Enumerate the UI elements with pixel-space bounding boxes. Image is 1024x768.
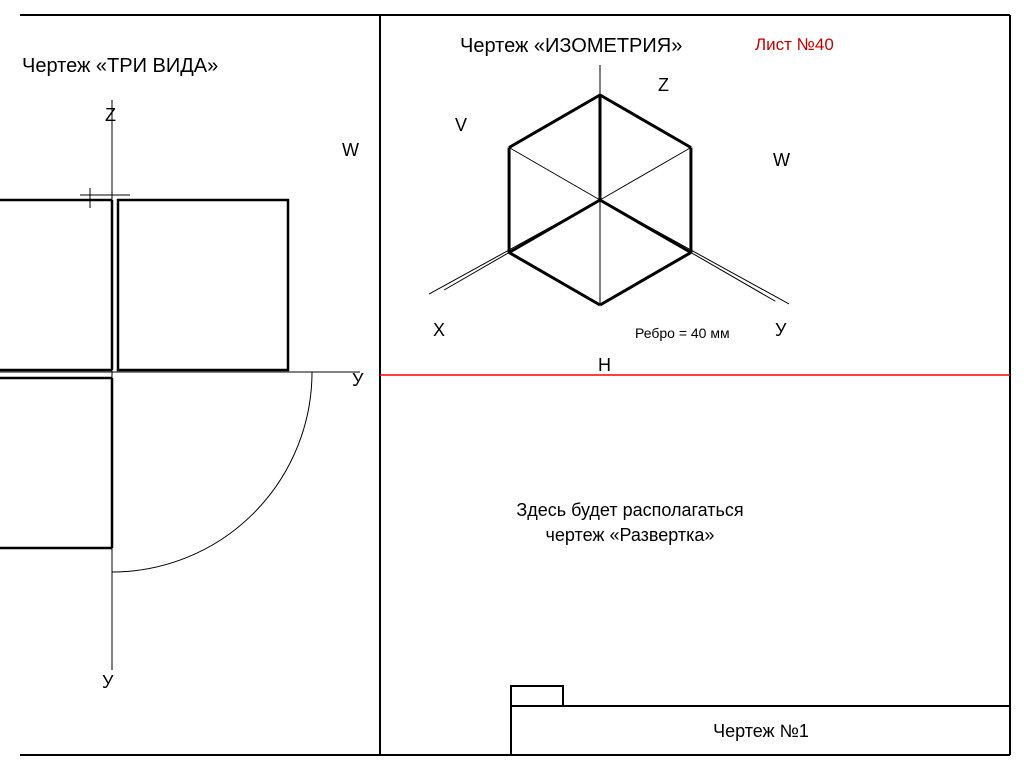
iso-x: Х bbox=[433, 320, 445, 341]
isometric-svg bbox=[0, 0, 1024, 768]
placeholder-line2: чертеж «Развертка» bbox=[480, 525, 780, 546]
title-block-step bbox=[510, 685, 564, 707]
sheet-label: Лист №40 bbox=[755, 35, 834, 55]
title-left: Чертеж «ТРИ ВИДА» bbox=[22, 55, 218, 78]
drawing-canvas: Чертеж «ТРИ ВИДА» Чертеж «ИЗОМЕТРИЯ» Лис… bbox=[0, 0, 1024, 768]
axis-y-bottom: У bbox=[102, 672, 113, 693]
axis-y-right: У bbox=[352, 370, 363, 391]
iso-v: V bbox=[455, 115, 467, 136]
title-block: Чертеж №1 bbox=[510, 705, 1010, 755]
iso-y: У bbox=[775, 320, 786, 341]
axis-z-left: Z bbox=[105, 105, 116, 126]
axis-w-left: W bbox=[342, 140, 359, 161]
iso-h: Н bbox=[598, 355, 611, 376]
iso-z: Z bbox=[658, 75, 669, 96]
iso-w: W bbox=[773, 150, 790, 171]
title-right: Чертеж «ИЗОМЕТРИЯ» bbox=[460, 35, 682, 58]
placeholder-line1: Здесь будет располагаться bbox=[480, 500, 780, 521]
title-block-text: Чертеж №1 bbox=[713, 721, 809, 742]
edge-note: Ребро = 40 мм bbox=[635, 325, 730, 341]
